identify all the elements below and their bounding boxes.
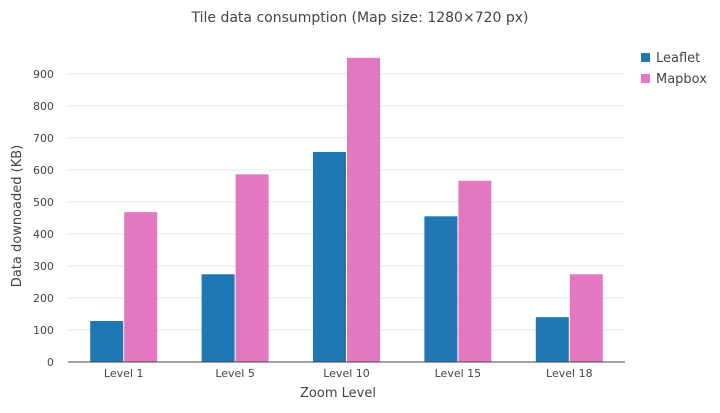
legend-swatch-mapbox (641, 74, 650, 83)
legend: Leaflet Mapbox (641, 51, 707, 87)
x-axis-label: Zoom Level (300, 386, 376, 401)
x-tick-label: Level 5 (215, 367, 255, 380)
legend-label-leaflet: Leaflet (656, 51, 700, 66)
bar-mapbox-level-10 (347, 57, 380, 363)
x-tick-label: Level 18 (546, 367, 593, 380)
y-tick-label: 200 (33, 292, 54, 305)
bar-mapbox-level-5 (235, 174, 269, 362)
y-tick-label: 900 (33, 68, 54, 81)
y-tick-label: 700 (33, 132, 54, 145)
x-tick-label: Level 10 (323, 367, 370, 380)
y-tick-label: 0 (47, 356, 54, 369)
bar-mapbox-level-18 (569, 274, 603, 362)
bar-leaflet-level-5 (201, 274, 235, 362)
y-tick-label: 800 (33, 100, 54, 113)
y-tick-label: 500 (33, 196, 54, 209)
bar-leaflet-level-10 (313, 151, 346, 362)
y-tick-label: 600 (33, 164, 54, 177)
y-tick-label: 100 (33, 324, 54, 337)
bar-mapbox-level-1 (124, 212, 158, 362)
x-tick-label: Level 15 (435, 367, 482, 380)
legend-label-mapbox: Mapbox (656, 72, 707, 87)
y-tick-labels: 0 100 200 300 400 500 600 700 800 900 (33, 68, 54, 369)
x-tick-label: Level 1 (104, 367, 144, 380)
chart-title: Tile data consumption (Map size: 1280×72… (191, 10, 529, 26)
bar-leaflet-level-1 (90, 321, 124, 362)
legend-swatch-leaflet (641, 53, 650, 62)
bar-leaflet-level-18 (535, 317, 569, 362)
y-tick-label: 300 (33, 260, 54, 273)
y-tick-label: 400 (33, 228, 54, 241)
bars (90, 57, 603, 363)
gridlines (68, 73, 625, 331)
y-axis-label: Data downoaded (KB) (10, 145, 25, 287)
bar-mapbox-level-15 (458, 180, 492, 362)
x-tick-labels: Level 1 Level 5 Level 10 Level 15 Level 18 (104, 367, 593, 380)
bar-leaflet-level-15 (424, 216, 458, 362)
